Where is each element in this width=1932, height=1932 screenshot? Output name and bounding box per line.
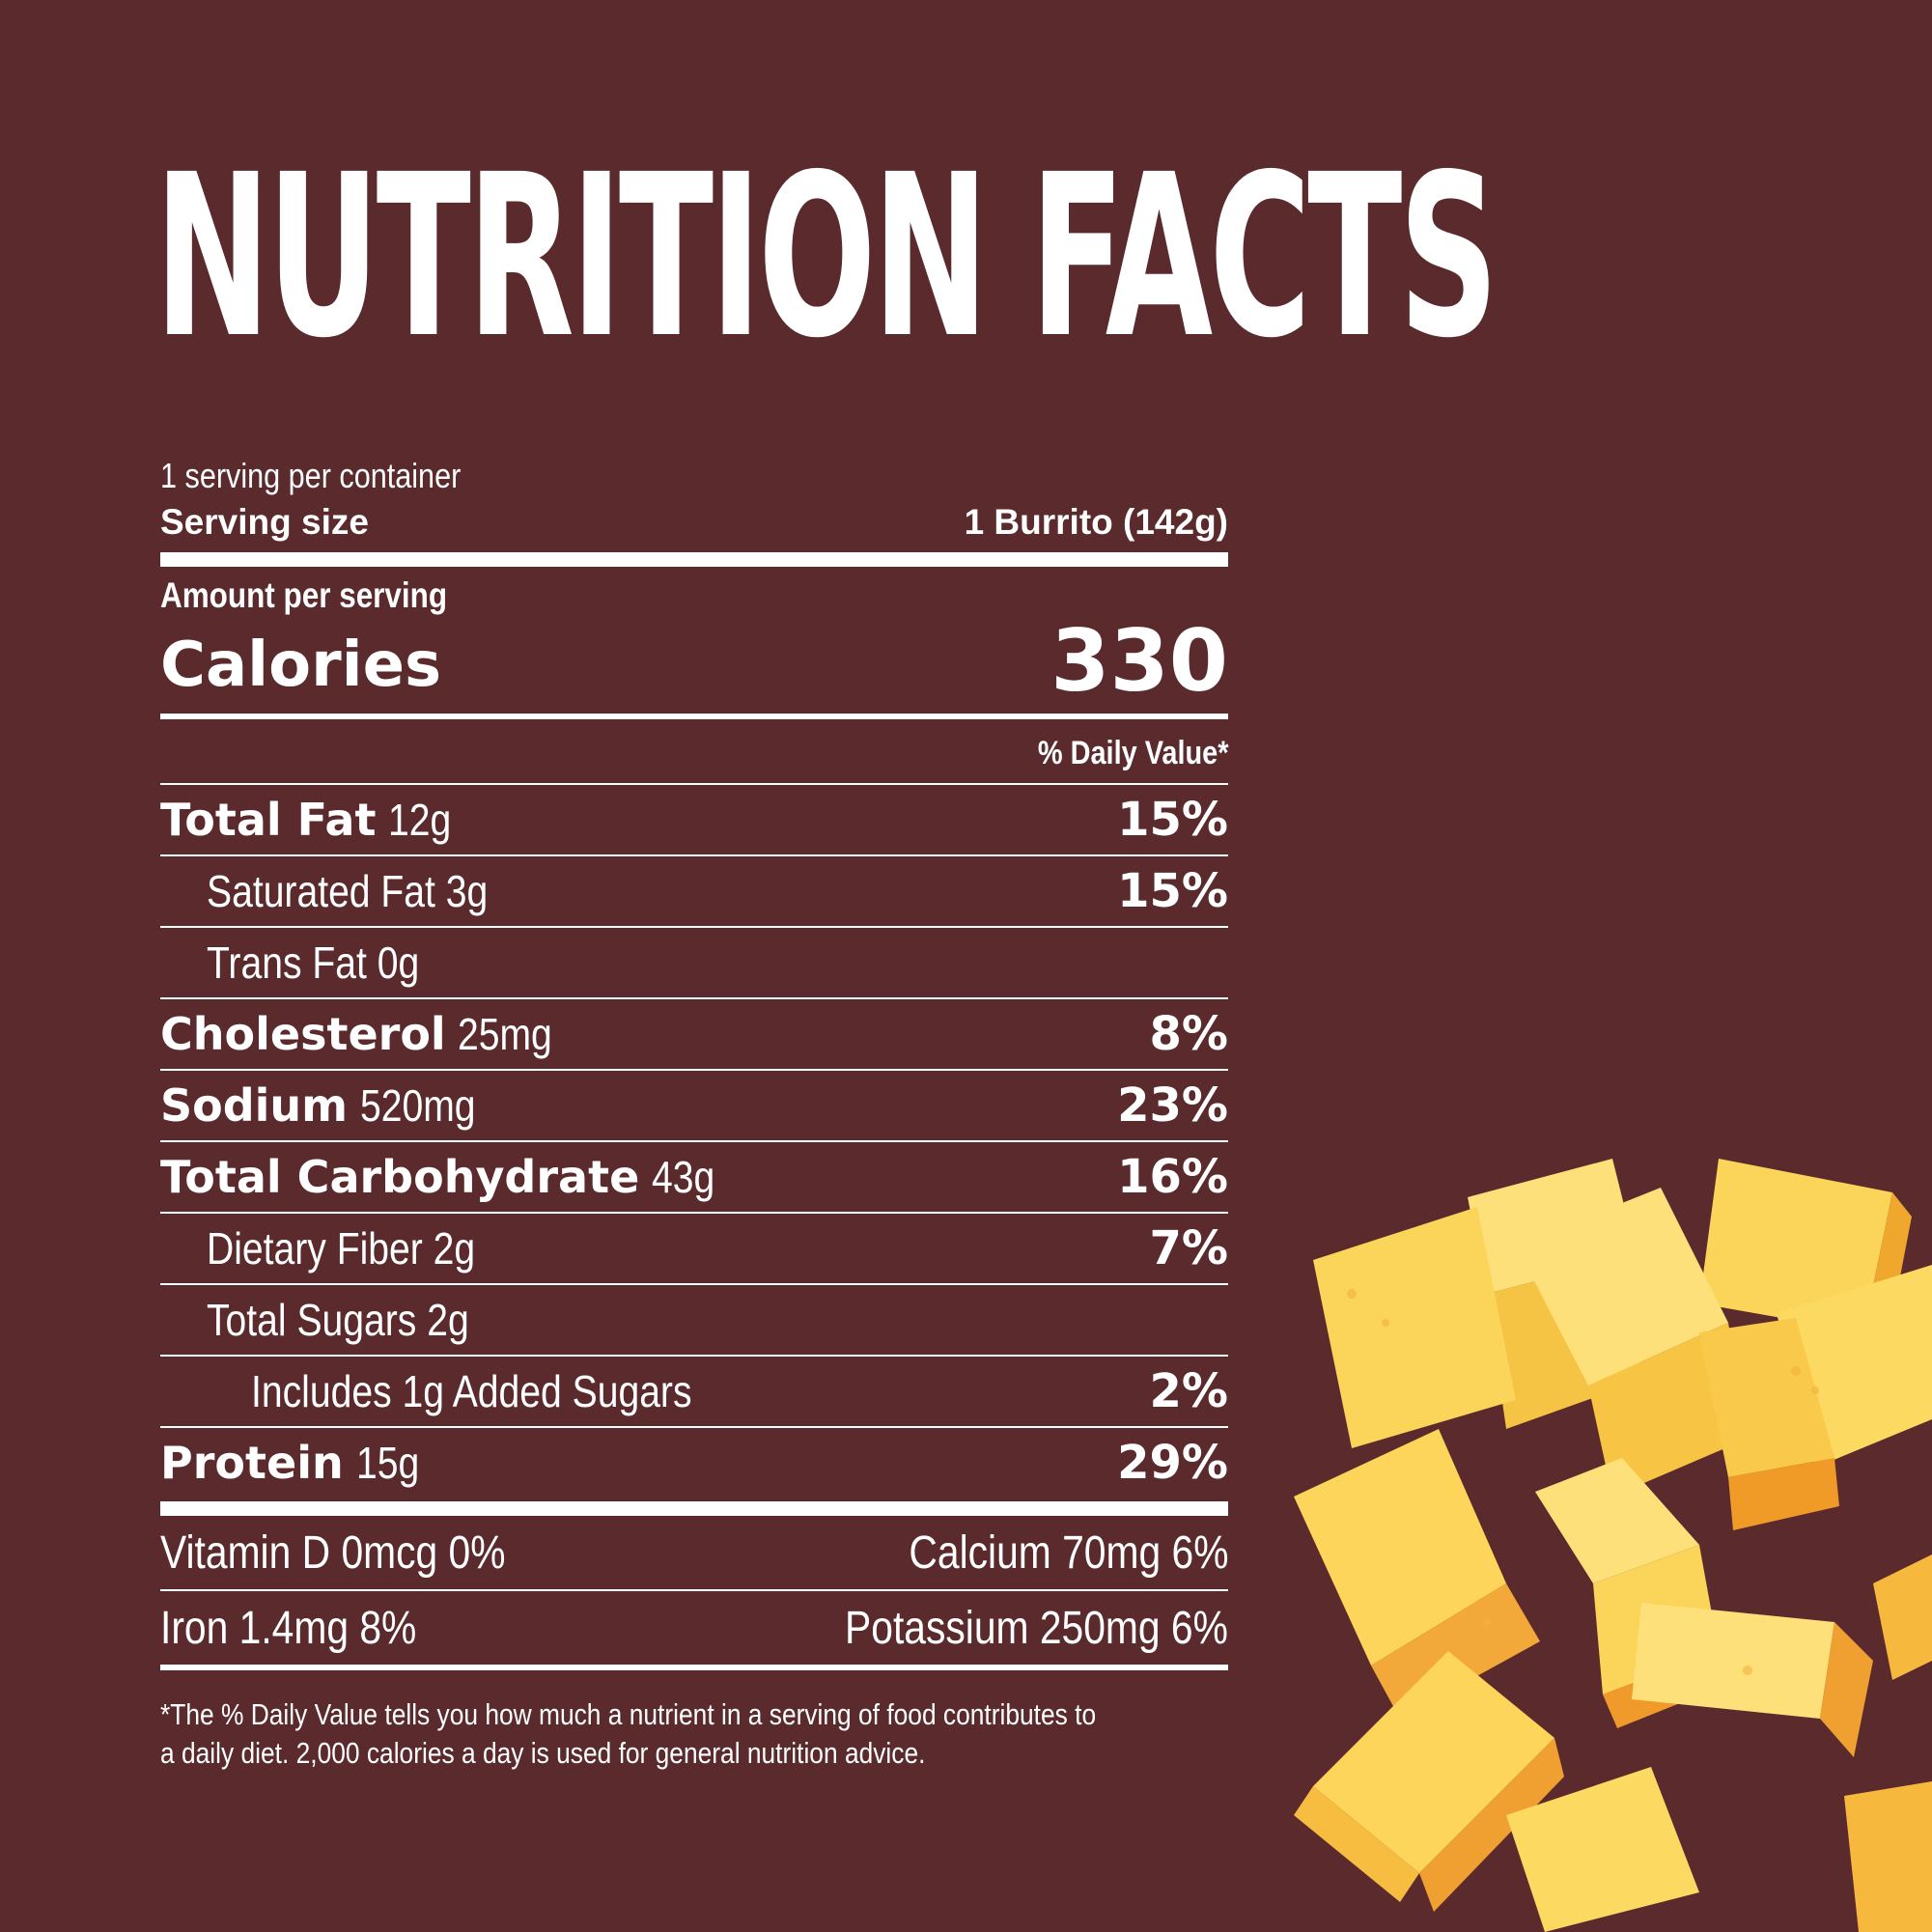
- divider-thin: [160, 783, 1228, 785]
- amount-per-serving: Amount per serving: [160, 575, 448, 615]
- nutrient-row-total-sugars: Total Sugars 2g: [207, 1295, 469, 1345]
- calories-label: Calories: [160, 630, 442, 701]
- serving-size-value: 1 Burrito (142g): [964, 502, 1228, 542]
- nutrient-row-sodium: Sodium 520mg 23%: [160, 1078, 1228, 1133]
- nutrient-row-dietary-fiber: Dietary Fiber 2g 7%: [207, 1221, 1228, 1275]
- divider-medium: [160, 714, 1228, 719]
- nutrient-row-total-carbohydrate: Total Carbohydrate 43g 16%: [160, 1150, 1228, 1204]
- vitamin-row: Vitamin D 0mcg 0% Calcium 70mg 6%: [160, 1526, 1228, 1579]
- divider-thick: [160, 552, 1228, 567]
- nutrient-row-saturated-fat: Saturated Fat 3g 15%: [207, 864, 1228, 918]
- divider-medium: [160, 1665, 1228, 1670]
- serving-size-row: Serving size 1 Burrito (142g): [160, 498, 1228, 546]
- nutrient-row-cholesterol: Cholesterol 25mg 8%: [160, 1007, 1228, 1061]
- cheese-cubes-image: [1294, 1159, 1932, 1932]
- page-title: NUTRITION FACTS: [154, 126, 1498, 387]
- nutrient-row-trans-fat: Trans Fat 0g: [207, 938, 420, 988]
- footnote: *The % Daily Value tells you how much a …: [160, 1697, 1097, 1770]
- serving-size-label: Serving size: [160, 502, 369, 542]
- nutrient-row-added-sugars: Includes 1g Added Sugars 2%: [251, 1364, 1228, 1418]
- nutrition-facts-panel: 1 serving per container Serving size 1 B…: [160, 454, 1228, 1773]
- calories-value: 330: [1050, 611, 1228, 711]
- divider-thick: [160, 1501, 1228, 1516]
- calories-row: Calories 330: [160, 619, 1228, 704]
- nutrient-row-protein: Protein 15g 29%: [160, 1436, 1228, 1490]
- vitamin-row: Iron 1.4mg 8% Potassium 250mg 6%: [160, 1602, 1228, 1654]
- servings-per-container: 1 serving per container: [160, 456, 462, 495]
- nutrient-row-total-fat: Total Fat 12g 15%: [160, 793, 1228, 847]
- daily-value-header: % Daily Value*: [1037, 735, 1228, 771]
